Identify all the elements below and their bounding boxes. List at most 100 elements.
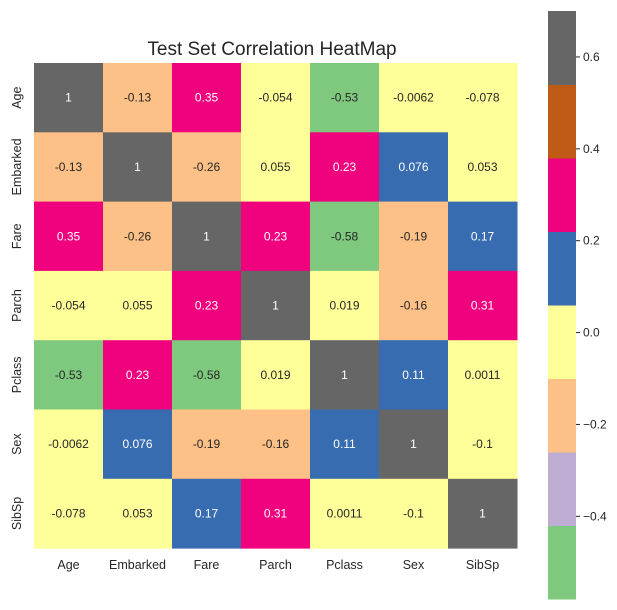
heatmap-cell xyxy=(172,132,242,203)
cell-value-label: 0.17 xyxy=(471,229,495,243)
cell-value-label: 0.31 xyxy=(264,506,288,520)
colorbar-tick-labels: 0.6 0.4 0.2 0.0 −0.2 −0.4 xyxy=(576,50,607,523)
cell-value-label: 0.35 xyxy=(57,229,81,243)
heatmap-cell xyxy=(103,478,173,549)
colorbar-segment xyxy=(548,452,576,526)
cell-value-label: 0.055 xyxy=(122,299,152,313)
cell-value-label: 0.31 xyxy=(471,299,495,313)
cell-value-label: 1 xyxy=(203,229,210,243)
colorbar-tick-label: 0.2 xyxy=(583,234,600,248)
heatmap-cell xyxy=(448,270,518,341)
cell-value-label: -0.53 xyxy=(55,368,83,382)
heatmap-cell xyxy=(103,409,173,480)
cell-value-label: 1 xyxy=(134,160,141,174)
heatmap-cell xyxy=(172,201,242,272)
cell-value-label: -0.19 xyxy=(193,437,221,451)
cell-value-label: -0.16 xyxy=(400,299,428,313)
cell-value-label: 1 xyxy=(479,506,486,520)
y-tick-label: SibSp xyxy=(10,497,24,530)
y-tick-label: Fare xyxy=(10,223,24,249)
heatmap-cell xyxy=(241,132,311,203)
cell-value-label: 0.17 xyxy=(195,506,219,520)
cell-value-label: -0.58 xyxy=(331,229,359,243)
heatmap-cell xyxy=(241,340,311,410)
cell-value-label: -0.054 xyxy=(51,299,85,313)
heatmap-cell xyxy=(172,478,242,549)
heatmap-cell xyxy=(34,63,104,133)
heatmap-cell xyxy=(34,132,104,203)
cell-value-label: -0.19 xyxy=(400,229,428,243)
x-tick-label: Pclass xyxy=(326,558,363,572)
colorbar-segment xyxy=(548,11,576,85)
cell-value-label: 0.11 xyxy=(402,368,425,382)
cell-value-label: -0.078 xyxy=(51,506,85,520)
x-tick-label: Fare xyxy=(194,558,220,572)
heatmap-cell xyxy=(448,340,518,410)
heatmap-cell xyxy=(310,201,380,272)
heatmap-cell xyxy=(379,63,449,133)
heatmap-cell xyxy=(379,409,449,480)
heatmap-cell xyxy=(34,270,104,341)
heatmap-cell xyxy=(310,270,380,341)
colorbar-segment xyxy=(548,231,576,306)
cell-value-label: 0.055 xyxy=(260,160,290,174)
cell-value-label: 0.0011 xyxy=(327,506,363,520)
heatmap-cell-labels: 1 -0.13 0.35 -0.054 -0.53 -0.0062 -0.078 -0.13 1… xyxy=(48,91,501,521)
heatmap-cell xyxy=(241,63,311,133)
cell-value-label: 0.053 xyxy=(122,506,152,520)
heatmap-cell xyxy=(448,409,518,480)
heatmap-cell xyxy=(103,201,173,272)
heatmap-cell xyxy=(310,478,380,549)
y-tick-label: Age xyxy=(10,86,24,108)
cell-value-label: -0.13 xyxy=(55,160,83,174)
cell-value-label: 1 xyxy=(65,91,72,105)
cell-value-label: -0.0062 xyxy=(393,91,434,105)
y-tick-label: Parch xyxy=(10,289,24,322)
cell-value-label: 0.23 xyxy=(333,160,357,174)
cell-value-label: -0.1 xyxy=(403,506,424,520)
cell-value-label: -0.078 xyxy=(465,91,499,105)
heatmap-cell xyxy=(34,478,104,549)
heatmap-cell xyxy=(448,478,518,549)
colorbar-tick-label: 0.4 xyxy=(583,142,600,156)
heatmap-cell xyxy=(34,340,104,410)
colorbar-segment xyxy=(548,84,576,159)
y-tick-label: Sex xyxy=(10,433,24,455)
cell-value-label: 0.23 xyxy=(195,299,219,313)
x-tick-label: SibSp xyxy=(466,558,499,572)
cell-value-label: 1 xyxy=(410,437,417,451)
cell-value-label: 1 xyxy=(341,368,348,382)
cell-value-label: -0.0062 xyxy=(48,437,89,451)
cell-value-label: -0.58 xyxy=(193,368,221,382)
heatmap-cell xyxy=(103,340,173,410)
x-tick-label: Sex xyxy=(403,558,425,572)
cell-value-label: -0.26 xyxy=(193,160,221,174)
heatmap-cell xyxy=(310,409,380,480)
heatmap-cell xyxy=(310,63,380,133)
colorbar-segment xyxy=(548,378,576,453)
cell-value-label: 1 xyxy=(272,299,279,313)
cell-value-label: -0.26 xyxy=(124,229,152,243)
cell-value-label: -0.13 xyxy=(124,91,152,105)
heatmap-cell xyxy=(241,201,311,272)
y-tick-label: Pclass xyxy=(10,356,24,393)
heatmap-cell xyxy=(34,409,104,480)
colorbar-tick-label: 0.6 xyxy=(583,50,600,64)
colorbar xyxy=(548,11,576,600)
colorbar-tick-label: −0.2 xyxy=(583,417,607,431)
heatmap-cell xyxy=(310,132,380,203)
cell-value-label: 0.0011 xyxy=(465,368,501,382)
heatmap-cell xyxy=(172,63,242,133)
colorbar-segment xyxy=(548,158,576,232)
x-tick-label: Embarked xyxy=(109,558,166,572)
cell-value-label: 0.053 xyxy=(467,160,497,174)
heatmap-cell xyxy=(379,132,449,203)
cell-value-label: -0.53 xyxy=(331,91,359,105)
heatmap-cell xyxy=(241,478,311,549)
x-tick-label: Parch xyxy=(259,558,292,572)
heatmap-cell xyxy=(172,270,242,341)
x-tick-label: Age xyxy=(57,558,79,572)
heatmap-cell xyxy=(172,409,242,480)
cell-value-label: 0.076 xyxy=(122,437,152,451)
cell-value-label: -0.054 xyxy=(258,91,292,105)
